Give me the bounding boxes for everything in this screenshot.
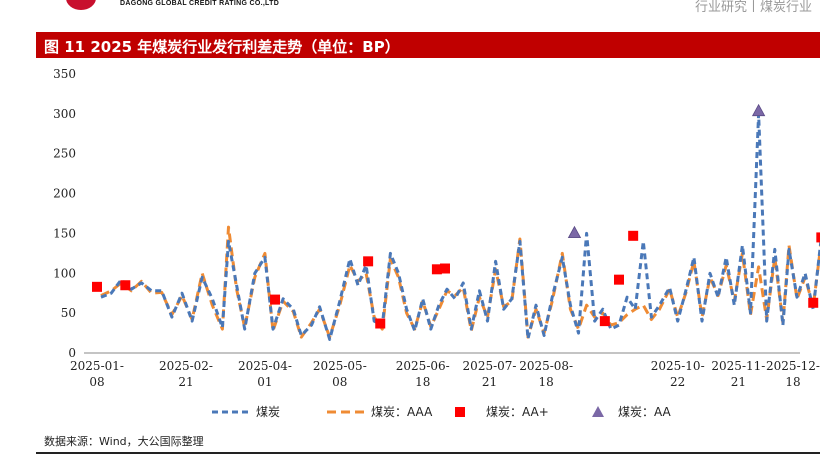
aaplus-marker-7	[599, 316, 610, 327]
x-tick-label-day-4: 18	[415, 375, 430, 389]
legend-label-aaplus: 煤炭：AA+	[486, 405, 549, 419]
aaplus-marker-9	[628, 230, 639, 241]
x-tick-label-9: 2025-12-	[766, 359, 820, 373]
y-tick-label-250: 250	[53, 147, 76, 161]
x-tick-label-day-8: 21	[731, 375, 746, 389]
legend-label-aa: 煤炭：AA	[618, 405, 672, 419]
aa-marker-1	[751, 103, 766, 117]
x-tick-label-4: 2025-06-	[396, 359, 450, 373]
legend-swatch-aaplus	[455, 407, 465, 417]
x-tick-label-day-9: 18	[785, 375, 800, 389]
series-line-0	[100, 112, 820, 341]
aaplus-marker-4	[375, 318, 386, 329]
y-tick-label-50: 50	[61, 306, 76, 320]
x-tick-label-2: 2025-04-	[238, 359, 292, 373]
aa-marker-0	[567, 225, 582, 239]
y-tick-label-300: 300	[53, 107, 76, 121]
x-tick-label-6: 2025-08-	[519, 359, 573, 373]
x-tick-label-day-0: 08	[89, 375, 104, 389]
aaplus-marker-5	[431, 264, 442, 275]
x-tick-label-day-1: 21	[178, 375, 193, 389]
x-tick-label-3: 2025-05-	[313, 359, 367, 373]
x-tick-label-5: 2025-07-	[463, 359, 517, 373]
figure-title: 图 11 2025 年煤炭行业发行利差走势（单位：BP）	[44, 38, 400, 56]
x-tick-label-day-6: 18	[539, 375, 554, 389]
aaplus-marker-8	[614, 274, 624, 285]
x-tick-label-day-2: 01	[257, 375, 272, 389]
aaplus-marker-0	[92, 281, 102, 292]
company-name: DAGONG GLOBAL CREDIT RATING CO.,LTD	[120, 0, 280, 7]
source-note: 数据来源：Wind，大公国际整理	[44, 435, 204, 448]
spread-line-chart: 0 50 100 150 200 250 300 350 2025-01- 08 2025-02- 2…	[53, 67, 820, 419]
aaplus-marker-2	[270, 294, 281, 305]
x-tick-label-1: 2025-02-	[159, 359, 213, 373]
aaplus-marker-6	[440, 263, 450, 274]
x-tick-label-day-3: 08	[332, 375, 347, 389]
legend-label-main: 煤炭	[256, 405, 280, 419]
bottom-divider	[36, 452, 820, 454]
company-logo-icon	[66, 0, 96, 10]
aaplus-marker-10	[808, 297, 819, 308]
y-tick-label-100: 100	[53, 266, 76, 280]
legend-swatch-aa	[592, 406, 604, 417]
aaplus-marker-3	[363, 256, 374, 267]
x-tick-label-0: 2025-01-	[70, 359, 124, 373]
aaplus-marker-11	[816, 232, 820, 243]
y-tick-label-150: 150	[53, 226, 76, 240]
x-tick-label-day-7: 22	[670, 375, 685, 389]
y-tick-label-350: 350	[53, 67, 76, 81]
x-tick-label-day-5: 21	[482, 375, 497, 389]
x-tick-label-8: 2025-11-	[711, 359, 765, 373]
legend-label-aaa: 煤炭：AAA	[371, 405, 433, 419]
page-header: DAGONG GLOBAL CREDIT RATING CO.,LTD 行业研究…	[0, 0, 820, 15]
aaplus-marker-1	[120, 280, 131, 291]
y-tick-label-0: 0	[68, 346, 76, 360]
figure-title-bar: 图 11 2025 年煤炭行业发行利差走势（单位：BP）	[36, 32, 820, 58]
x-tick-label-7: 2025-10-	[651, 359, 705, 373]
report-category: 行业研究丨煤炭行业	[694, 0, 812, 15]
y-tick-label-200: 200	[53, 187, 76, 201]
